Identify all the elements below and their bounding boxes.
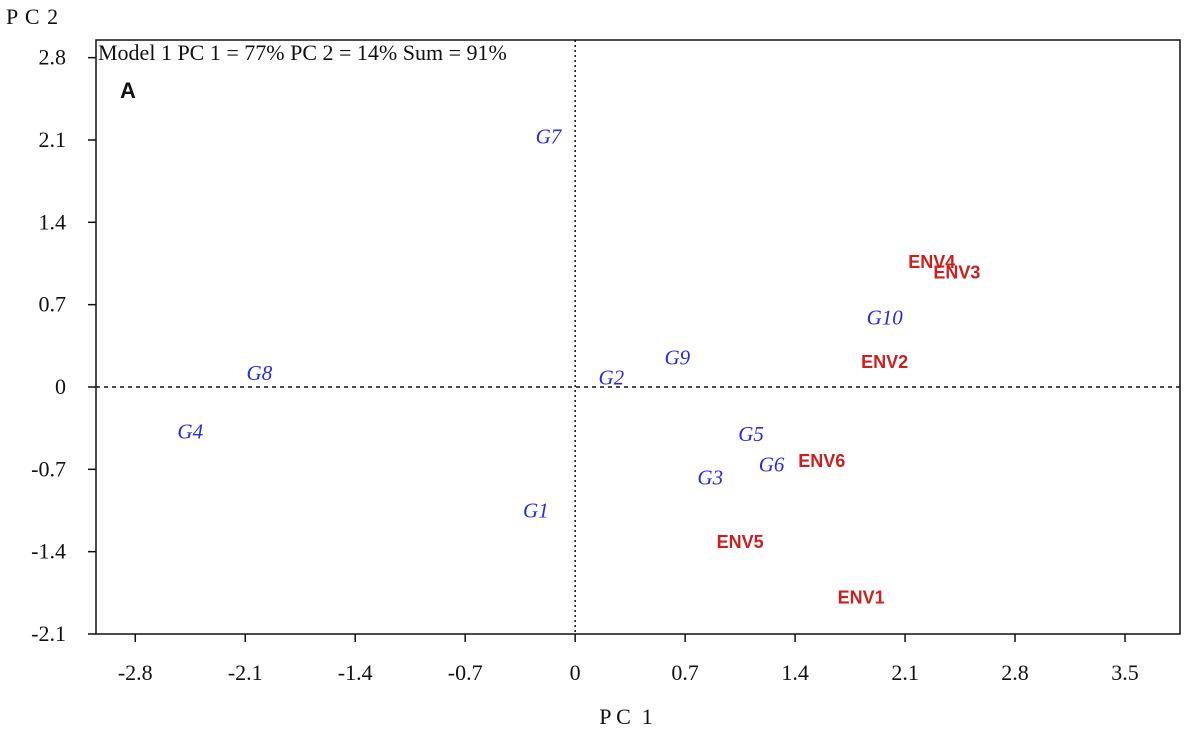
- x-tick-label: -2.8: [118, 660, 153, 685]
- x-tick-label: 2.8: [1001, 660, 1029, 685]
- ticks-layer: -2.8 -2.1 -1.4 -0.7 0 0.7 1.4 2.1 2.8 3.5 2.8 2.1 1.…: [31, 45, 1139, 685]
- y-tick-label: 0.7: [39, 292, 67, 317]
- point-label-env1: ENV1: [838, 587, 885, 607]
- point-label-env2: ENV2: [861, 352, 908, 372]
- x-tick-label: 3.5: [1111, 660, 1139, 685]
- x-tick-label: 2.1: [891, 660, 919, 685]
- point-label-g3: G3: [697, 466, 723, 490]
- reference-lines: [96, 40, 1180, 634]
- x-axis-label: P C 1: [599, 704, 653, 729]
- point-label-g6: G6: [759, 453, 785, 477]
- point-label-env6: ENV6: [798, 451, 845, 471]
- x-tick-label: 1.4: [781, 660, 809, 685]
- point-label-g10: G10: [867, 306, 904, 330]
- point-label-env5: ENV5: [717, 532, 764, 552]
- y-tick-label: 1.4: [39, 209, 67, 234]
- point-label-g2: G2: [598, 366, 624, 390]
- y-tick-label: -2.1: [31, 621, 66, 646]
- point-label-env3: ENV3: [933, 263, 980, 283]
- x-tick-label: 0: [570, 660, 581, 685]
- point-label-g7: G7: [536, 124, 563, 148]
- point-label-g9: G9: [664, 346, 690, 370]
- chart-title: Model 1 PC 1 = 77% PC 2 = 14% Sum = 91%: [98, 40, 507, 65]
- x-tick-label: -0.7: [448, 660, 483, 685]
- x-tick-label: -2.1: [228, 660, 263, 685]
- y-tick-label: 2.1: [39, 127, 67, 152]
- y-tick-label: -0.7: [31, 456, 66, 481]
- axes-layer: [95, 39, 1181, 635]
- x-tick-label: 0.7: [671, 660, 699, 685]
- y-tick-label: -1.4: [31, 539, 66, 564]
- point-label-env4: ENV4: [908, 252, 955, 272]
- plot-frame: [95, 39, 1181, 635]
- y-axis-label: P C 2: [6, 4, 59, 29]
- point-label-g5: G5: [738, 422, 764, 446]
- x-tick-label: -1.4: [338, 660, 373, 685]
- y-tick-label: 2.8: [39, 45, 67, 70]
- y-tick-label: 0: [55, 374, 66, 399]
- panel-label: A: [120, 78, 136, 103]
- point-label-g8: G8: [247, 361, 273, 385]
- point-label-g1: G1: [523, 498, 549, 522]
- point-label-g4: G4: [177, 420, 203, 444]
